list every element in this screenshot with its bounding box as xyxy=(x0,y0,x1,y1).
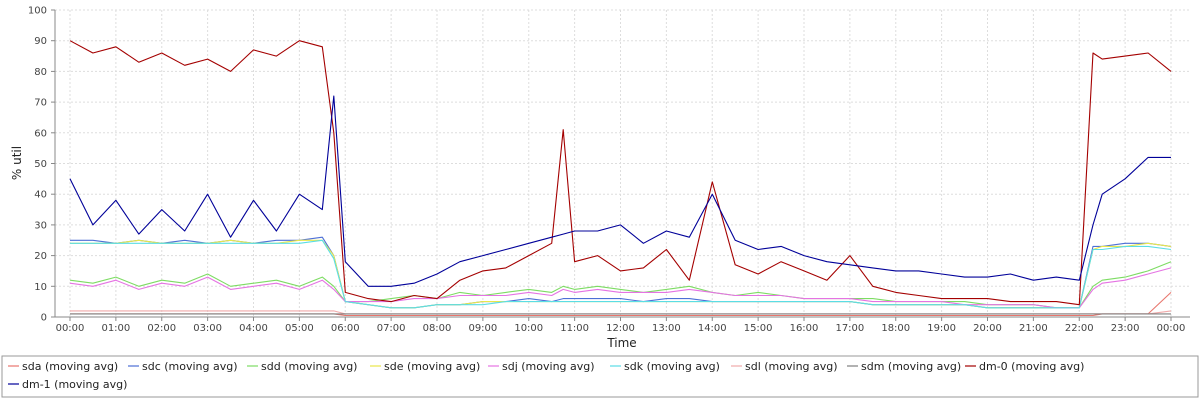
x-tick-label: 09:00 xyxy=(468,323,497,334)
series-line-sdk xyxy=(70,239,1172,309)
x-tick-label: 10:00 xyxy=(514,323,543,334)
y-tick-label: 70 xyxy=(34,98,47,109)
legend: sda (moving avg) sdc (moving avg) sdd (mov… xyxy=(8,360,1084,391)
series-lines xyxy=(69,40,1172,317)
x-tick-label: 03:00 xyxy=(193,323,222,334)
y-tick-label: 0 xyxy=(41,313,47,324)
x-axis-title: Time xyxy=(606,336,636,350)
series-line-dm-1 xyxy=(69,95,1171,287)
x-tick-label: 23:00 xyxy=(1111,323,1140,334)
legend-label: dm-0 (moving avg) xyxy=(979,360,1084,373)
series-line-sdj xyxy=(69,267,1172,309)
legend-label: sdl (moving avg) xyxy=(745,360,838,373)
legend-label: sdj (moving avg) xyxy=(502,360,595,373)
legend-box xyxy=(1,355,1199,398)
x-tick-label: 08:00 xyxy=(423,323,452,334)
x-tick-label: 00:00 xyxy=(1157,323,1186,334)
x-tick-label: 01:00 xyxy=(101,323,130,334)
x-tick-label: 02:00 xyxy=(147,323,176,334)
x-tick-label: 17:00 xyxy=(835,323,864,334)
legend-label: sde (moving avg) xyxy=(384,360,480,373)
y-tick-label: 10 xyxy=(34,282,47,293)
x-tick-label: 04:00 xyxy=(239,323,268,334)
x-tick-label: 07:00 xyxy=(377,323,406,334)
x-tick-label: 06:00 xyxy=(331,323,360,334)
x-tick-label: 20:00 xyxy=(973,323,1002,334)
legend-label: sdd (moving avg) xyxy=(261,360,357,373)
x-tick-label: 05:00 xyxy=(285,323,314,334)
y-tick-label: 30 xyxy=(34,220,47,231)
x-tick-label: 22:00 xyxy=(1065,323,1094,334)
y-tick-label: 90 xyxy=(34,36,47,47)
legend-label: sda (moving avg) xyxy=(22,360,118,373)
x-tick-label: 14:00 xyxy=(698,323,727,334)
y-axis-title: % util xyxy=(10,146,24,180)
x-tick-label: 21:00 xyxy=(1019,323,1048,334)
x-tick-label: 15:00 xyxy=(744,323,773,334)
y-tick-label: 50 xyxy=(34,159,47,170)
y-axis: 0 10 20 30 40 50 60 70 80 90 100 xyxy=(28,6,55,324)
legend-label: dm-1 (moving avg) xyxy=(22,378,127,391)
y-tick-label: 100 xyxy=(28,6,47,17)
legend-label: sdk (moving avg) xyxy=(624,360,720,373)
x-tick-label: 18:00 xyxy=(881,323,910,334)
x-tick-label: 11:00 xyxy=(560,323,589,334)
x-tick-label: 00:00 xyxy=(56,323,85,334)
series-line-dm-0 xyxy=(69,40,1172,306)
legend-label: sdm (moving avg) xyxy=(861,360,961,373)
x-tick-label: 13:00 xyxy=(652,323,681,334)
legend-label: sdc (moving avg) xyxy=(142,360,238,373)
x-tick-label: 16:00 xyxy=(790,323,819,334)
grid xyxy=(55,9,1190,318)
y-tick-label: 40 xyxy=(34,190,47,201)
x-tick-label: 19:00 xyxy=(927,323,956,334)
y-tick-label: 20 xyxy=(34,251,47,262)
x-tick-label: 12:00 xyxy=(606,323,635,334)
y-tick-label: 60 xyxy=(34,128,47,139)
x-axis: 00:00 01:00 02:00 03:00 04:00 05:00 06:00 07:00… xyxy=(56,317,1186,334)
y-tick-label: 80 xyxy=(34,67,47,78)
